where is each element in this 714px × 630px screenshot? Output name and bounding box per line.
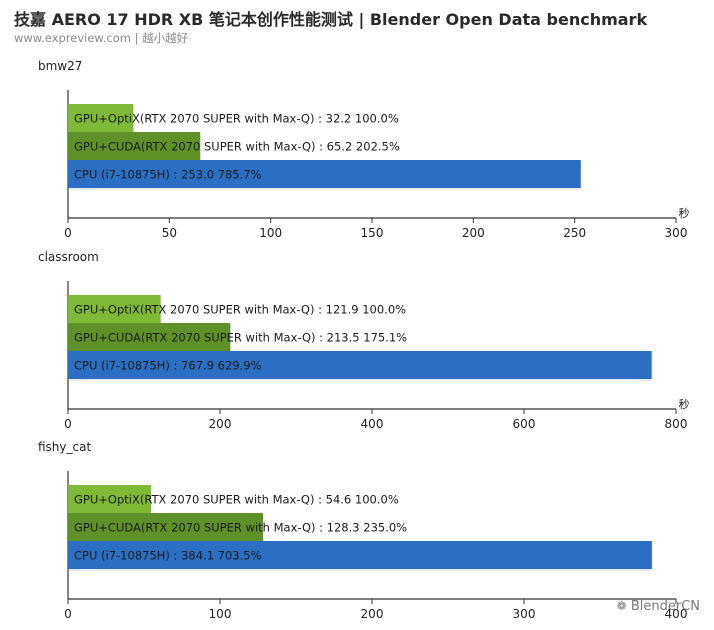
x-tick-label: 0 <box>64 226 72 240</box>
x-tick-label: 300 <box>513 607 536 621</box>
x-tick-label: 0 <box>64 607 72 621</box>
chart-title-fishy_cat: fishy_cat <box>38 440 91 454</box>
x-tick-label: 400 <box>665 607 688 621</box>
bar-data-label: GPU+OptiX(RTX 2070 SUPER with Max-Q) : 1… <box>74 303 406 317</box>
bar-data-label: CPU (i7-10875H) : 384.1 703.5% <box>74 549 262 563</box>
x-tick-label: 250 <box>563 226 586 240</box>
x-tick-label: 200 <box>209 417 232 431</box>
x-axis-unit-label: 秒 <box>679 397 690 411</box>
bar-cpu <box>68 541 652 569</box>
watermark: ❁ BlenderCN <box>617 599 700 614</box>
x-tick-label: 200 <box>462 226 485 240</box>
watermark-text: BlenderCN <box>630 599 700 614</box>
x-tick-label: 50 <box>162 226 177 240</box>
page-title: 技嘉 AERO 17 HDR XB 笔记本创作性能测试 | Blender Op… <box>14 10 648 29</box>
chart-title-classroom: classroom <box>38 250 99 264</box>
x-tick-label: 400 <box>361 417 384 431</box>
bar-data-label: CPU (i7-10875H) : 767.9 629.9% <box>74 359 262 373</box>
wechat-logo-icon: ❁ <box>616 599 627 613</box>
bar-data-label: GPU+CUDA(RTX 2070 SUPER with Max-Q) : 65… <box>74 140 400 154</box>
x-tick-label: 100 <box>209 607 232 621</box>
x-axis-unit-label: 秒 <box>679 206 690 220</box>
x-tick-label: 150 <box>361 226 384 240</box>
x-tick-label: 100 <box>259 226 282 240</box>
bar-cpu <box>68 351 652 379</box>
bar-optix <box>68 295 161 323</box>
bar-data-label: GPU+CUDA(RTX 2070 SUPER with Max-Q) : 12… <box>74 521 407 535</box>
bar-data-label: GPU+CUDA(RTX 2070 SUPER with Max-Q) : 21… <box>74 331 407 345</box>
x-tick-label: 0 <box>64 417 72 431</box>
bar-cpu <box>68 160 581 188</box>
bar-data-label: CPU (i7-10875H) : 253.0 785.7% <box>74 168 262 182</box>
x-tick-label: 600 <box>513 417 536 431</box>
bar-data-label: GPU+OptiX(RTX 2070 SUPER with Max-Q) : 5… <box>74 493 399 507</box>
bar-data-label: GPU+OptiX(RTX 2070 SUPER with Max-Q) : 3… <box>74 112 399 126</box>
x-tick-label: 800 <box>665 417 688 431</box>
bar-cuda <box>68 513 264 541</box>
x-tick-label: 300 <box>665 226 688 240</box>
bar-optix <box>68 104 134 132</box>
bar-optix <box>68 485 151 513</box>
chart-title-bmw27: bmw27 <box>38 59 82 73</box>
page-subtitle: www.expreview.com | 越小越好 <box>14 31 189 45</box>
x-tick-label: 200 <box>361 607 384 621</box>
bar-cuda <box>68 323 231 351</box>
bar-cuda <box>68 132 201 160</box>
